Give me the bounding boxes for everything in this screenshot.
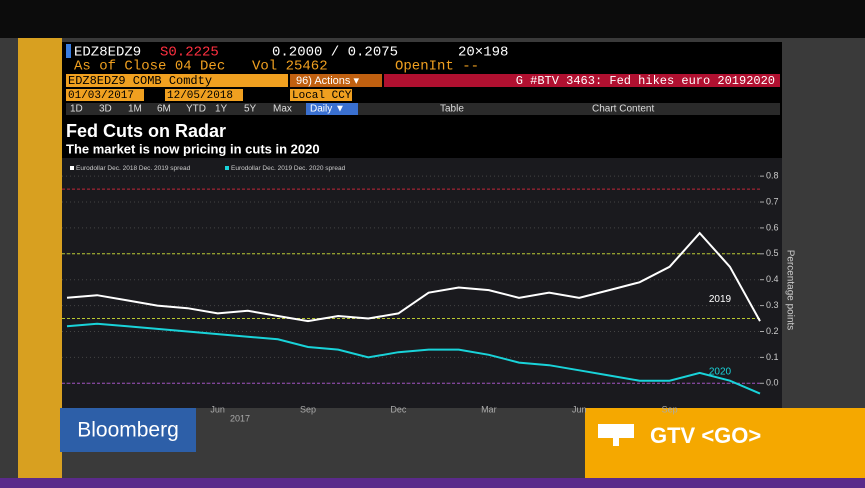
- start-field[interactable]: [66, 89, 144, 101]
- security: EDZ8EDZ9 COMB Comdty: [68, 74, 212, 88]
- period-button[interactable]: 1Y: [215, 104, 228, 115]
- period-button[interactable]: 3D: [99, 104, 112, 115]
- y-tick-label: 0.3: [766, 300, 779, 310]
- series-annotation: 2019: [709, 294, 732, 305]
- period-button[interactable]: 1D: [70, 104, 83, 115]
- brand-box: [60, 408, 196, 452]
- x-group-label: 2017: [230, 413, 250, 423]
- x-tick-label: Sep: [300, 404, 316, 414]
- series-annotation: 2020: [709, 366, 732, 377]
- x-tick-label: Jun: [210, 404, 225, 414]
- brand: Bloomberg: [77, 419, 179, 442]
- bottom-band: [0, 478, 865, 488]
- end-date[interactable]: 12/05/2018: [167, 90, 233, 102]
- y-tick-label: 0.8: [766, 171, 779, 181]
- security-bar: [66, 74, 288, 87]
- series-line: [66, 322, 761, 395]
- promo-box: [585, 408, 865, 478]
- legend-label: Eurodollar Dec. 2019 Dec. 2020 spread: [231, 165, 346, 172]
- promo-icon-stem: [613, 438, 619, 446]
- chart-title: Fed Cuts on Radar: [66, 121, 226, 141]
- as-of: As of Close 04 Dec: [74, 59, 225, 75]
- x-tick-label: Mar: [481, 404, 497, 414]
- actions-button[interactable]: [290, 74, 382, 87]
- last: S0.2225: [160, 45, 219, 61]
- y-axis-label: Percentage points: [784, 250, 795, 331]
- legend-swatch: [225, 166, 229, 170]
- period-button[interactable]: 6M: [157, 104, 171, 115]
- y-tick-label: 0.5: [766, 248, 779, 258]
- frequency-button[interactable]: [306, 103, 358, 115]
- y-tick-label: 0.6: [766, 222, 779, 232]
- legend-label: Eurodollar Dec. 2018 Dec. 2019 spread: [76, 165, 191, 172]
- y-tick-label: 0.0: [766, 378, 779, 388]
- chart-subtitle: The market is now pricing in cuts in 202…: [66, 141, 320, 156]
- plot-area: [62, 158, 782, 408]
- ticker: EDZ8EDZ9: [74, 45, 141, 61]
- bid-ask: 0.2000 / 0.2075: [272, 45, 398, 61]
- period-button[interactable]: Max: [273, 104, 292, 115]
- period-button[interactable]: 1M: [128, 104, 142, 115]
- promo-icon: [598, 424, 634, 438]
- table-button[interactable]: Table: [440, 104, 464, 115]
- series-line: [66, 231, 761, 323]
- open-int: OpenInt --: [395, 59, 479, 75]
- y-tick-label: 0.7: [766, 196, 779, 206]
- size: 20×198: [458, 45, 508, 61]
- chart-content[interactable]: Chart Content: [592, 104, 654, 115]
- title-bar: [384, 74, 780, 87]
- marker: [66, 44, 71, 58]
- actions[interactable]: 96) Actions ▾: [296, 75, 359, 87]
- currency[interactable]: Local CCY: [292, 90, 352, 102]
- x-tick-label: Jun: [572, 404, 587, 414]
- period-button[interactable]: 5Y: [244, 104, 257, 115]
- page-title: G #BTV 3463: Fed hikes euro 20192020: [516, 74, 775, 88]
- y-tick-label: 0.4: [766, 274, 779, 284]
- x-tick-label: Sep: [662, 404, 678, 414]
- y-tick-label: 0.2: [766, 326, 779, 336]
- x-tick-label: Dec: [390, 404, 407, 414]
- promo: GTV <GO>: [650, 423, 761, 448]
- start-date[interactable]: 01/03/2017: [68, 90, 134, 102]
- y-tick-label: 0.1: [766, 352, 779, 362]
- volume: Vol 25462: [252, 59, 328, 75]
- top-band: [0, 0, 865, 38]
- end-field[interactable]: [165, 89, 243, 101]
- period-button[interactable]: YTD: [186, 104, 206, 115]
- legend-swatch: [70, 166, 74, 170]
- toolbar: [66, 103, 780, 115]
- side-strip: [18, 38, 62, 478]
- frequency[interactable]: Daily ▼: [310, 104, 345, 115]
- ccy-field[interactable]: [290, 89, 352, 101]
